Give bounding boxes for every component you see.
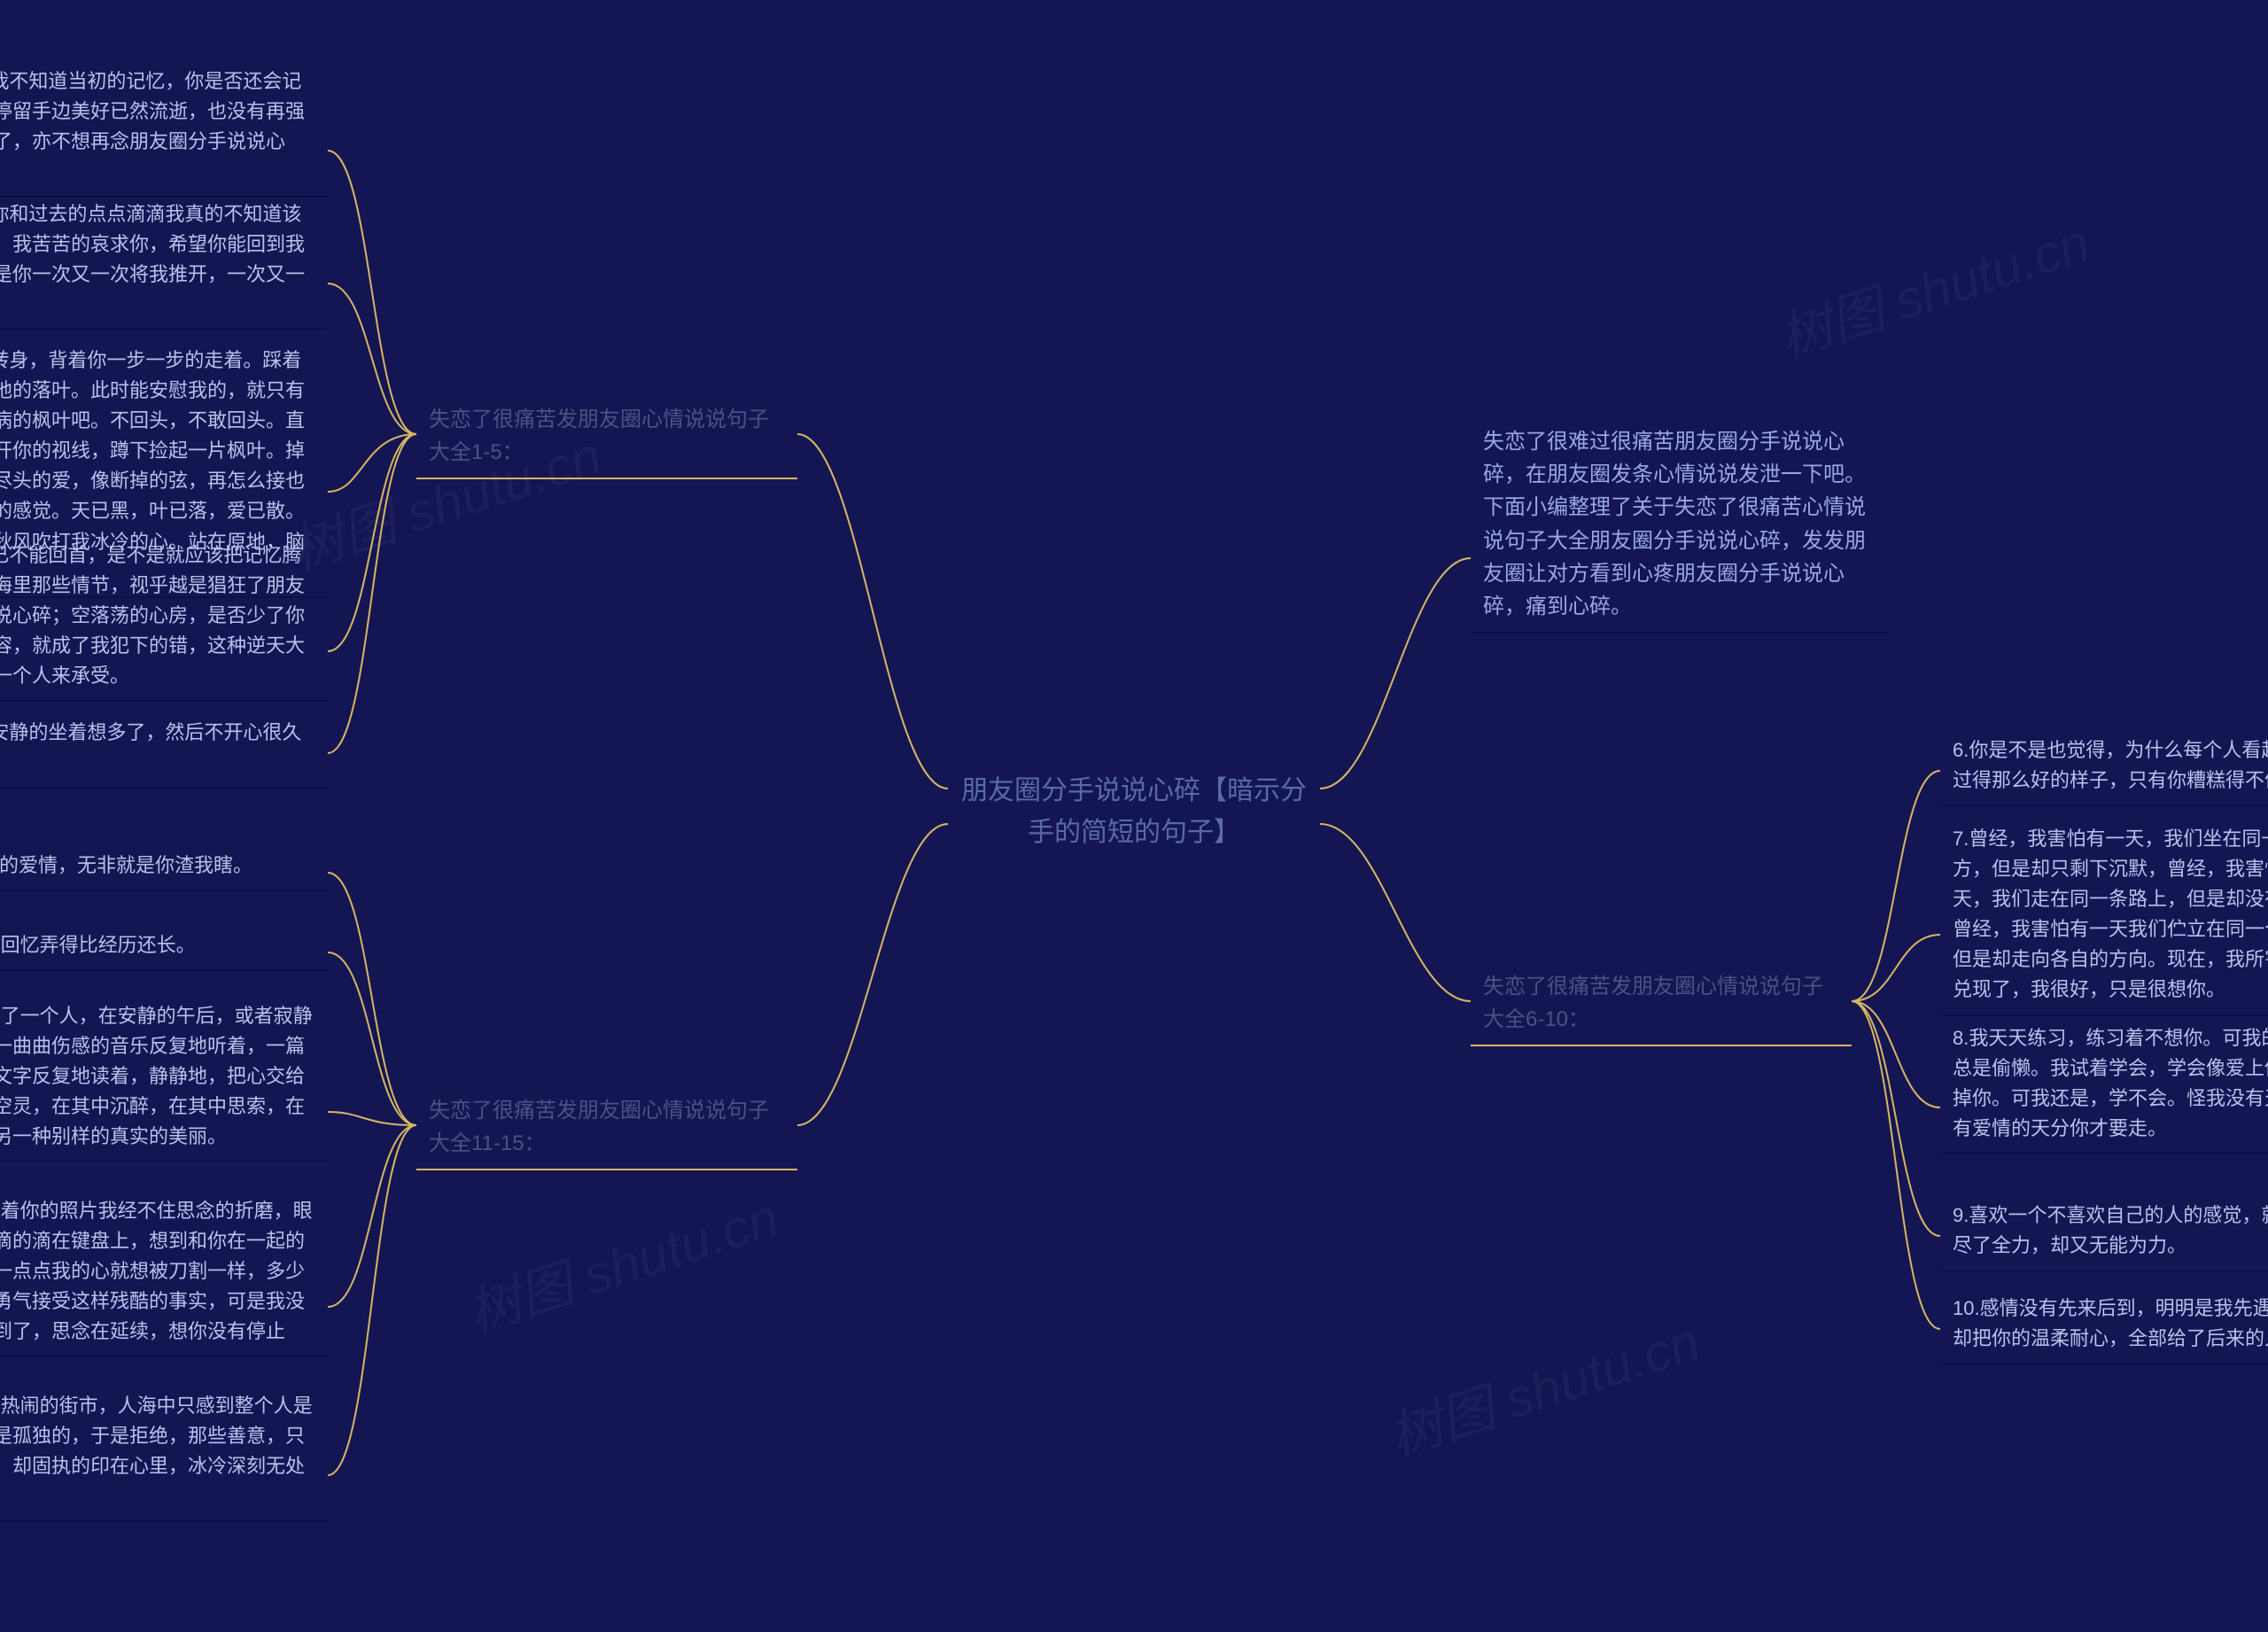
watermark: 树图 shutu.cn: [1378, 1299, 1708, 1472]
leaf-2: 2.除了想你和过去的点点滴滴我真的不知道该做什么了，我苦苦的哀求你，希望你能回到…: [0, 190, 328, 330]
leaf-11: 11.不成熟的爱情，无非就是你渣我瞎。: [0, 842, 328, 891]
leaf-4: 4.当爱情已不能回首，是不是就应该把记忆腾空？可脑海里那些情节，视乎越是猖狂了朋…: [0, 532, 328, 702]
branch-1-5: 失恋了很痛苦发朋友圈心情说说句子大全1-5：: [416, 394, 797, 479]
leaf-14: 14.每次看着你的照片我经不住思念的折磨，眼泪一滴一滴的滴在键盘上，想到和你在一…: [0, 1187, 328, 1357]
watermark: 树图 shutu.cn: [1767, 200, 2098, 373]
branch-11-15: 失恋了很痛苦发朋友圈心情说说句子大全11-15：: [416, 1085, 797, 1170]
leaf-6: 6.你是不是也觉得，为什么每个人看起来，都过得那么好的样子，只有你糟糕得不像话。: [1940, 727, 2268, 806]
leaf-13: 13.我学会了一个人，在安静的午后，或者寂静的夜晚，一曲曲伤感的音乐反复地听着，…: [0, 992, 328, 1162]
leaf-12: 12.何必把回忆弄得比经历还长。: [0, 921, 328, 971]
intro-node: 失恋了很难过很痛苦朋友圈分手说说心碎，在朋友圈发条心情说说发泄一下吧。下面小编整…: [1471, 416, 1887, 633]
watermark: 树图 shutu.cn: [456, 1175, 787, 1348]
leaf-10: 10.感情没有先来后到，明明是我先遇见你，你却把你的温柔耐心，全部给了后来的人。: [1940, 1285, 2268, 1364]
leaf-9: 9.喜欢一个不喜欢自己的人的感觉，就好像用尽了全力，却又无能为力。: [1940, 1192, 2268, 1271]
leaf-15: 15.行走在热闹的街市，人海中只感到整个人是冷的，心是孤独的，于是拒绝，那些善意…: [0, 1382, 328, 1522]
leaf-5: 5.一个人安静的坐着想多了，然后不开心很久很久。: [0, 709, 328, 789]
center-node: 朋友圈分手说说心碎【暗示分手的简短的句子】: [948, 762, 1320, 862]
leaf-1: 1.这些年我不知道当初的记忆，你是否还会记得，曾经停留手边美好已然流逝，也没有再…: [0, 58, 328, 198]
branch-6-10: 失恋了很痛苦发朋友圈心情说说句子大全6-10：: [1471, 961, 1852, 1046]
leaf-8: 8.我天天练习，练习着不想你。可我的心，却总是偷懒。我试着学会，学会像爱上你那样…: [1940, 1014, 2268, 1154]
leaf-7: 7.曾经，我害怕有一天，我们坐在同一个地方，但是却只剩下沉默，曾经，我害怕有一天…: [1940, 815, 2268, 1016]
